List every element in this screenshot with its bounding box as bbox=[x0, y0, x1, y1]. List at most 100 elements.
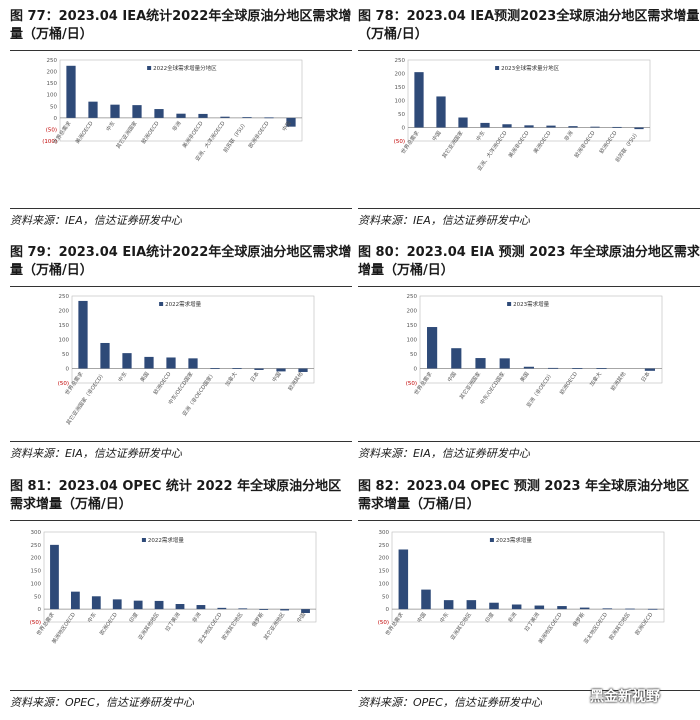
x-tick-label: 欧洲OECD bbox=[633, 611, 654, 637]
x-tick-label: 其它亚洲国家 bbox=[457, 369, 482, 400]
x-tick-label: 欧洲非OECD bbox=[572, 129, 596, 159]
bar bbox=[166, 357, 176, 369]
bar bbox=[436, 96, 446, 128]
bar bbox=[175, 604, 185, 610]
bar bbox=[524, 125, 534, 128]
y-tick-label: (50) bbox=[58, 381, 69, 387]
title-rule bbox=[358, 520, 700, 521]
panel-fig82: 图 82：2023.04 OPEC 预测 2023 年全球原油分地区需求增量（万… bbox=[358, 478, 700, 713]
bar bbox=[280, 609, 290, 611]
y-tick-label: 250 bbox=[47, 58, 58, 64]
bar bbox=[644, 368, 655, 371]
x-tick-label: 俄罗斯 bbox=[571, 610, 587, 628]
y-tick-label: 50 bbox=[62, 352, 69, 358]
bar bbox=[100, 342, 110, 369]
y-tick-label: 300 bbox=[379, 530, 390, 536]
x-tick-label: 拉丁美洲 bbox=[522, 611, 541, 633]
y-tick-label: 0 bbox=[38, 607, 42, 613]
y-tick-label: 100 bbox=[47, 93, 58, 99]
y-tick-label: 100 bbox=[59, 338, 70, 344]
bar bbox=[634, 127, 644, 130]
x-tick-label: 亚洲其它地区 bbox=[448, 610, 473, 641]
source-rule bbox=[10, 208, 352, 209]
bar bbox=[70, 591, 80, 610]
bar bbox=[572, 368, 583, 370]
bar bbox=[499, 358, 510, 369]
bar bbox=[579, 607, 590, 610]
bar bbox=[466, 600, 477, 610]
bar bbox=[259, 609, 269, 610]
bar bbox=[210, 368, 220, 370]
source-text: 资料来源：IEA，信达证券研发中心 bbox=[10, 214, 182, 227]
bar bbox=[546, 125, 556, 128]
bar bbox=[502, 124, 512, 128]
legend-swatch bbox=[507, 302, 512, 306]
x-tick-label: 欧洲其他 bbox=[609, 369, 628, 392]
bar bbox=[443, 600, 454, 610]
x-tick-label: 中东 bbox=[474, 129, 487, 142]
y-tick-label: 200 bbox=[59, 309, 70, 315]
source-text: 资料来源：EIA，信达证券研发中心 bbox=[10, 447, 182, 460]
title-rule bbox=[10, 286, 352, 287]
plot-frame bbox=[59, 59, 303, 142]
y-tick-label: 150 bbox=[31, 569, 42, 575]
y-tick-label: 50 bbox=[382, 594, 389, 600]
panel-title: 图 79：2023.04 EIA统计2022年全球原油分地区需求增量（万桶/日） bbox=[10, 245, 352, 278]
legend-swatch bbox=[147, 66, 152, 70]
bar bbox=[523, 366, 534, 369]
source-text: 资料来源：OPEC，信达证券研发中心 bbox=[358, 696, 542, 709]
x-tick-label: 中国 bbox=[270, 370, 283, 383]
x-tick-label: 俄罗斯 bbox=[250, 610, 266, 628]
bar bbox=[188, 358, 198, 369]
y-tick-label: 200 bbox=[395, 72, 406, 78]
legend-label: 2023全球需求量分地区 bbox=[501, 64, 559, 72]
y-tick-label: 150 bbox=[395, 85, 406, 91]
y-tick-label: 100 bbox=[407, 338, 418, 344]
bar bbox=[511, 604, 522, 610]
x-tick-label: 欧洲其他 bbox=[286, 369, 305, 392]
source-rule bbox=[358, 690, 700, 691]
panel-fig77: 图 77：2023.04 IEA统计2022年全球原油分地区需求增量（万桶/日）… bbox=[10, 8, 352, 233]
bar bbox=[421, 589, 431, 610]
bar bbox=[451, 348, 462, 369]
plot-frame bbox=[391, 531, 665, 623]
bar bbox=[427, 327, 438, 369]
bar bbox=[596, 368, 607, 370]
y-tick-label: 250 bbox=[379, 543, 390, 549]
title-rule bbox=[358, 286, 700, 287]
y-tick-label: 100 bbox=[379, 581, 390, 587]
bar-chart: 250200150100500(50)世界总需求其它亚洲国家（非OECD） 中东美… bbox=[58, 294, 315, 426]
bar bbox=[176, 113, 186, 118]
panel-title: 图 81：2023.04 OPEC 统计 2022 年全球原油分地区需求增量（万… bbox=[10, 479, 342, 512]
bar bbox=[480, 122, 490, 128]
y-tick-label: 250 bbox=[59, 294, 70, 300]
bar bbox=[414, 72, 424, 128]
bar bbox=[133, 600, 143, 610]
panel-fig79: 图 79：2023.04 EIA统计2022年全球原油分地区需求增量（万桶/日）… bbox=[10, 244, 352, 469]
y-tick-label: 0 bbox=[414, 367, 418, 373]
y-tick-label: 250 bbox=[395, 58, 406, 64]
x-tick-label: 欧洲OECD bbox=[139, 119, 160, 145]
x-tick-label: 欧洲OECD bbox=[597, 129, 618, 155]
x-tick-label: 欧洲非OECD bbox=[246, 119, 270, 149]
x-tick-label: 中东 bbox=[104, 119, 117, 132]
bar bbox=[91, 596, 101, 610]
bar bbox=[198, 113, 208, 118]
y-tick-label: (100) bbox=[42, 139, 57, 145]
panel-title: 图 78：2023.04 IEA预测2023全球原油分地区需求增量（万桶/日） bbox=[358, 9, 700, 42]
x-tick-label: 加拿大 bbox=[587, 369, 603, 387]
source-rule bbox=[358, 441, 700, 442]
x-tick-label: 中国 bbox=[445, 370, 458, 383]
plot-frame bbox=[43, 531, 317, 623]
panel-title: 图 77：2023.04 IEA统计2022年全球原油分地区需求增量（万桶/日） bbox=[10, 9, 352, 42]
bar bbox=[557, 606, 567, 610]
bar bbox=[154, 600, 164, 610]
bar bbox=[398, 549, 409, 610]
bar bbox=[458, 117, 468, 128]
bar-chart: 300250200150100500(50)世界总需求 中国 中东 亚洲其它地区 印度非… bbox=[378, 530, 665, 645]
legend-label: 2023需求增量 bbox=[513, 300, 549, 308]
